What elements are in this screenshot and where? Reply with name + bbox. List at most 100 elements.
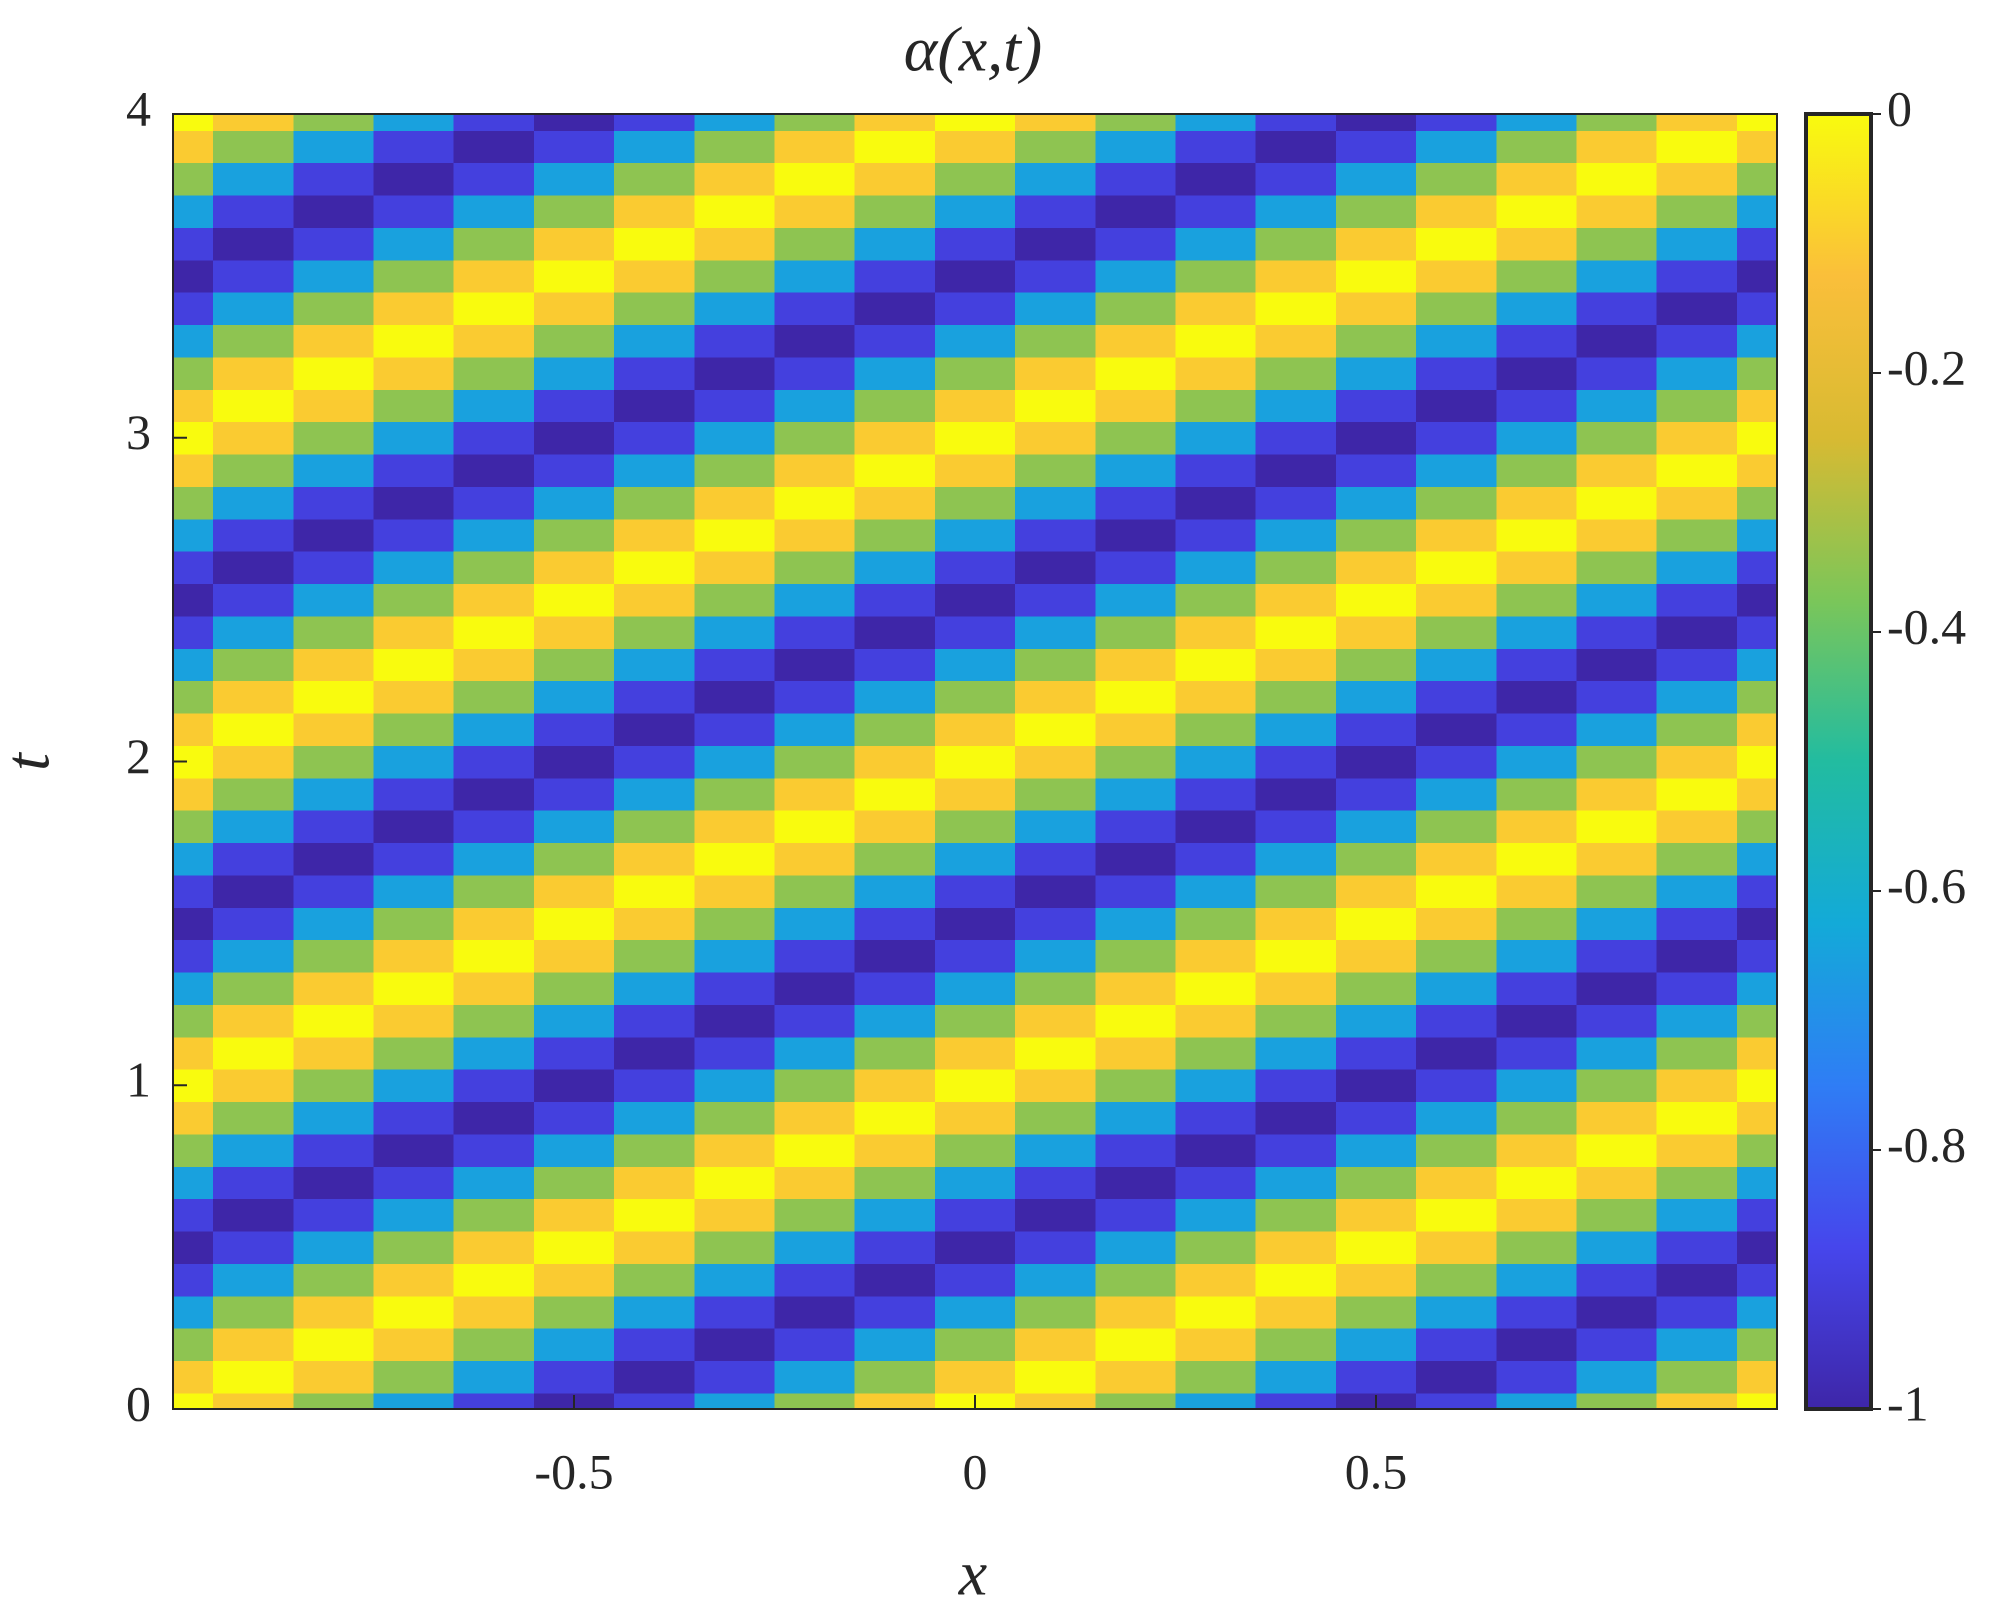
heatmap-cell <box>694 1328 776 1362</box>
heatmap-cell <box>774 194 856 228</box>
heatmap-cell <box>293 389 375 423</box>
heatmap-cell <box>1496 259 1578 293</box>
heatmap-cell <box>1416 1133 1497 1167</box>
heatmap-cell <box>774 842 856 876</box>
heatmap-cell <box>1335 1360 1417 1394</box>
heatmap-cell <box>1015 259 1096 293</box>
heatmap-cell <box>1015 194 1096 228</box>
heatmap-cell <box>173 1166 214 1200</box>
heatmap-cell <box>1015 1263 1096 1297</box>
heatmap-cell <box>1095 874 1177 908</box>
heatmap-cell <box>293 259 375 293</box>
heatmap-cell <box>453 227 535 261</box>
heatmap-cell <box>1736 907 1778 941</box>
heatmap-cell <box>1656 1036 1738 1070</box>
heatmap-cell <box>614 389 695 423</box>
heatmap-cell <box>1736 356 1778 390</box>
heatmap-cell <box>1175 712 1257 746</box>
heatmap-cell <box>1416 389 1497 423</box>
heatmap-cell <box>1015 1360 1096 1394</box>
heatmap-cell <box>934 1360 1016 1394</box>
heatmap-cell <box>694 1036 776 1070</box>
heatmap-cell <box>854 356 936 390</box>
heatmap-cell <box>854 1230 936 1264</box>
heatmap-cell <box>1335 1101 1417 1135</box>
heatmap-cell <box>1095 1198 1177 1232</box>
heatmap-cell <box>373 1328 455 1362</box>
heatmap-cell <box>614 1328 695 1362</box>
heatmap-cell <box>1656 486 1738 520</box>
y-tick-label: 3 <box>126 404 151 460</box>
heatmap-cell <box>854 1036 936 1070</box>
heatmap-cell <box>1576 971 1658 1005</box>
heatmap-cell <box>1175 939 1257 973</box>
heatmap-cell <box>774 356 856 390</box>
heatmap-cell <box>1736 389 1778 423</box>
heatmap-cell <box>774 1360 856 1394</box>
heatmap-cell <box>1015 1392 1096 1410</box>
heatmap-cell <box>934 421 1016 455</box>
heatmap-cell <box>774 745 856 779</box>
heatmap-cell <box>1095 1166 1177 1200</box>
heatmap-cell <box>1656 712 1738 746</box>
heatmap-cell <box>694 324 776 358</box>
heatmap-cell <box>1416 1101 1497 1135</box>
heatmap-cell <box>934 551 1016 585</box>
heatmap-cell <box>694 356 776 390</box>
heatmap-cell <box>213 1328 294 1362</box>
heatmap-cell <box>1015 1230 1096 1264</box>
heatmap-cell <box>614 777 695 811</box>
heatmap-cell <box>213 939 294 973</box>
heatmap-cell <box>1656 648 1738 682</box>
heatmap-cell <box>774 453 856 487</box>
heatmap-cell <box>453 1295 535 1329</box>
heatmap-cell <box>453 1230 535 1264</box>
heatmap-cell <box>694 1166 776 1200</box>
heatmap-cell <box>1656 130 1738 164</box>
heatmap-cell <box>1416 1360 1497 1394</box>
heatmap-cell <box>1416 648 1497 682</box>
heatmap-cell <box>1576 551 1658 585</box>
heatmap-cell <box>533 1069 615 1103</box>
heatmap-cell <box>293 1101 375 1135</box>
heatmap-cell <box>373 810 455 844</box>
heatmap-cell <box>934 615 1016 649</box>
heatmap-cell <box>1576 777 1658 811</box>
heatmap-cell <box>934 648 1016 682</box>
heatmap-cell <box>1496 874 1578 908</box>
heatmap-cell <box>854 1004 936 1038</box>
heatmap-cell <box>854 842 936 876</box>
heatmap-cell <box>854 162 936 196</box>
colorbar-tick-label: -0.6 <box>1887 857 1966 913</box>
heatmap-cell <box>934 114 1016 131</box>
heatmap-cell <box>173 1295 214 1329</box>
heatmap-cell <box>173 162 214 196</box>
heatmap-cell <box>934 292 1016 326</box>
heatmap-cell <box>1175 1392 1257 1410</box>
heatmap-cell <box>934 1069 1016 1103</box>
heatmap-cell <box>614 1263 695 1297</box>
heatmap-cell <box>453 1069 535 1103</box>
heatmap-cell <box>1015 648 1096 682</box>
heatmap-cell <box>1255 114 1337 131</box>
heatmap-cell <box>1496 971 1578 1005</box>
heatmap-cell <box>1736 1328 1778 1362</box>
heatmap-cell <box>694 745 776 779</box>
heatmap-cell <box>1335 486 1417 520</box>
heatmap-cell <box>533 1328 615 1362</box>
heatmap-cell <box>1416 1328 1497 1362</box>
x-tick-label: 0.5 <box>1345 1443 1408 1499</box>
heatmap-cell <box>774 1198 856 1232</box>
heatmap-cell <box>213 194 294 228</box>
heatmap-cell <box>533 162 615 196</box>
heatmap-cell <box>1255 324 1337 358</box>
heatmap-cell <box>1095 1230 1177 1264</box>
heatmap-cell <box>173 324 214 358</box>
heatmap-cell <box>1255 1133 1337 1167</box>
heatmap-cell <box>774 421 856 455</box>
heatmap-cell <box>1416 114 1497 131</box>
heatmap-cell <box>1095 810 1177 844</box>
heatmap-cell <box>1736 583 1778 617</box>
heatmap-cell <box>1015 939 1096 973</box>
heatmap-cell <box>1255 907 1337 941</box>
